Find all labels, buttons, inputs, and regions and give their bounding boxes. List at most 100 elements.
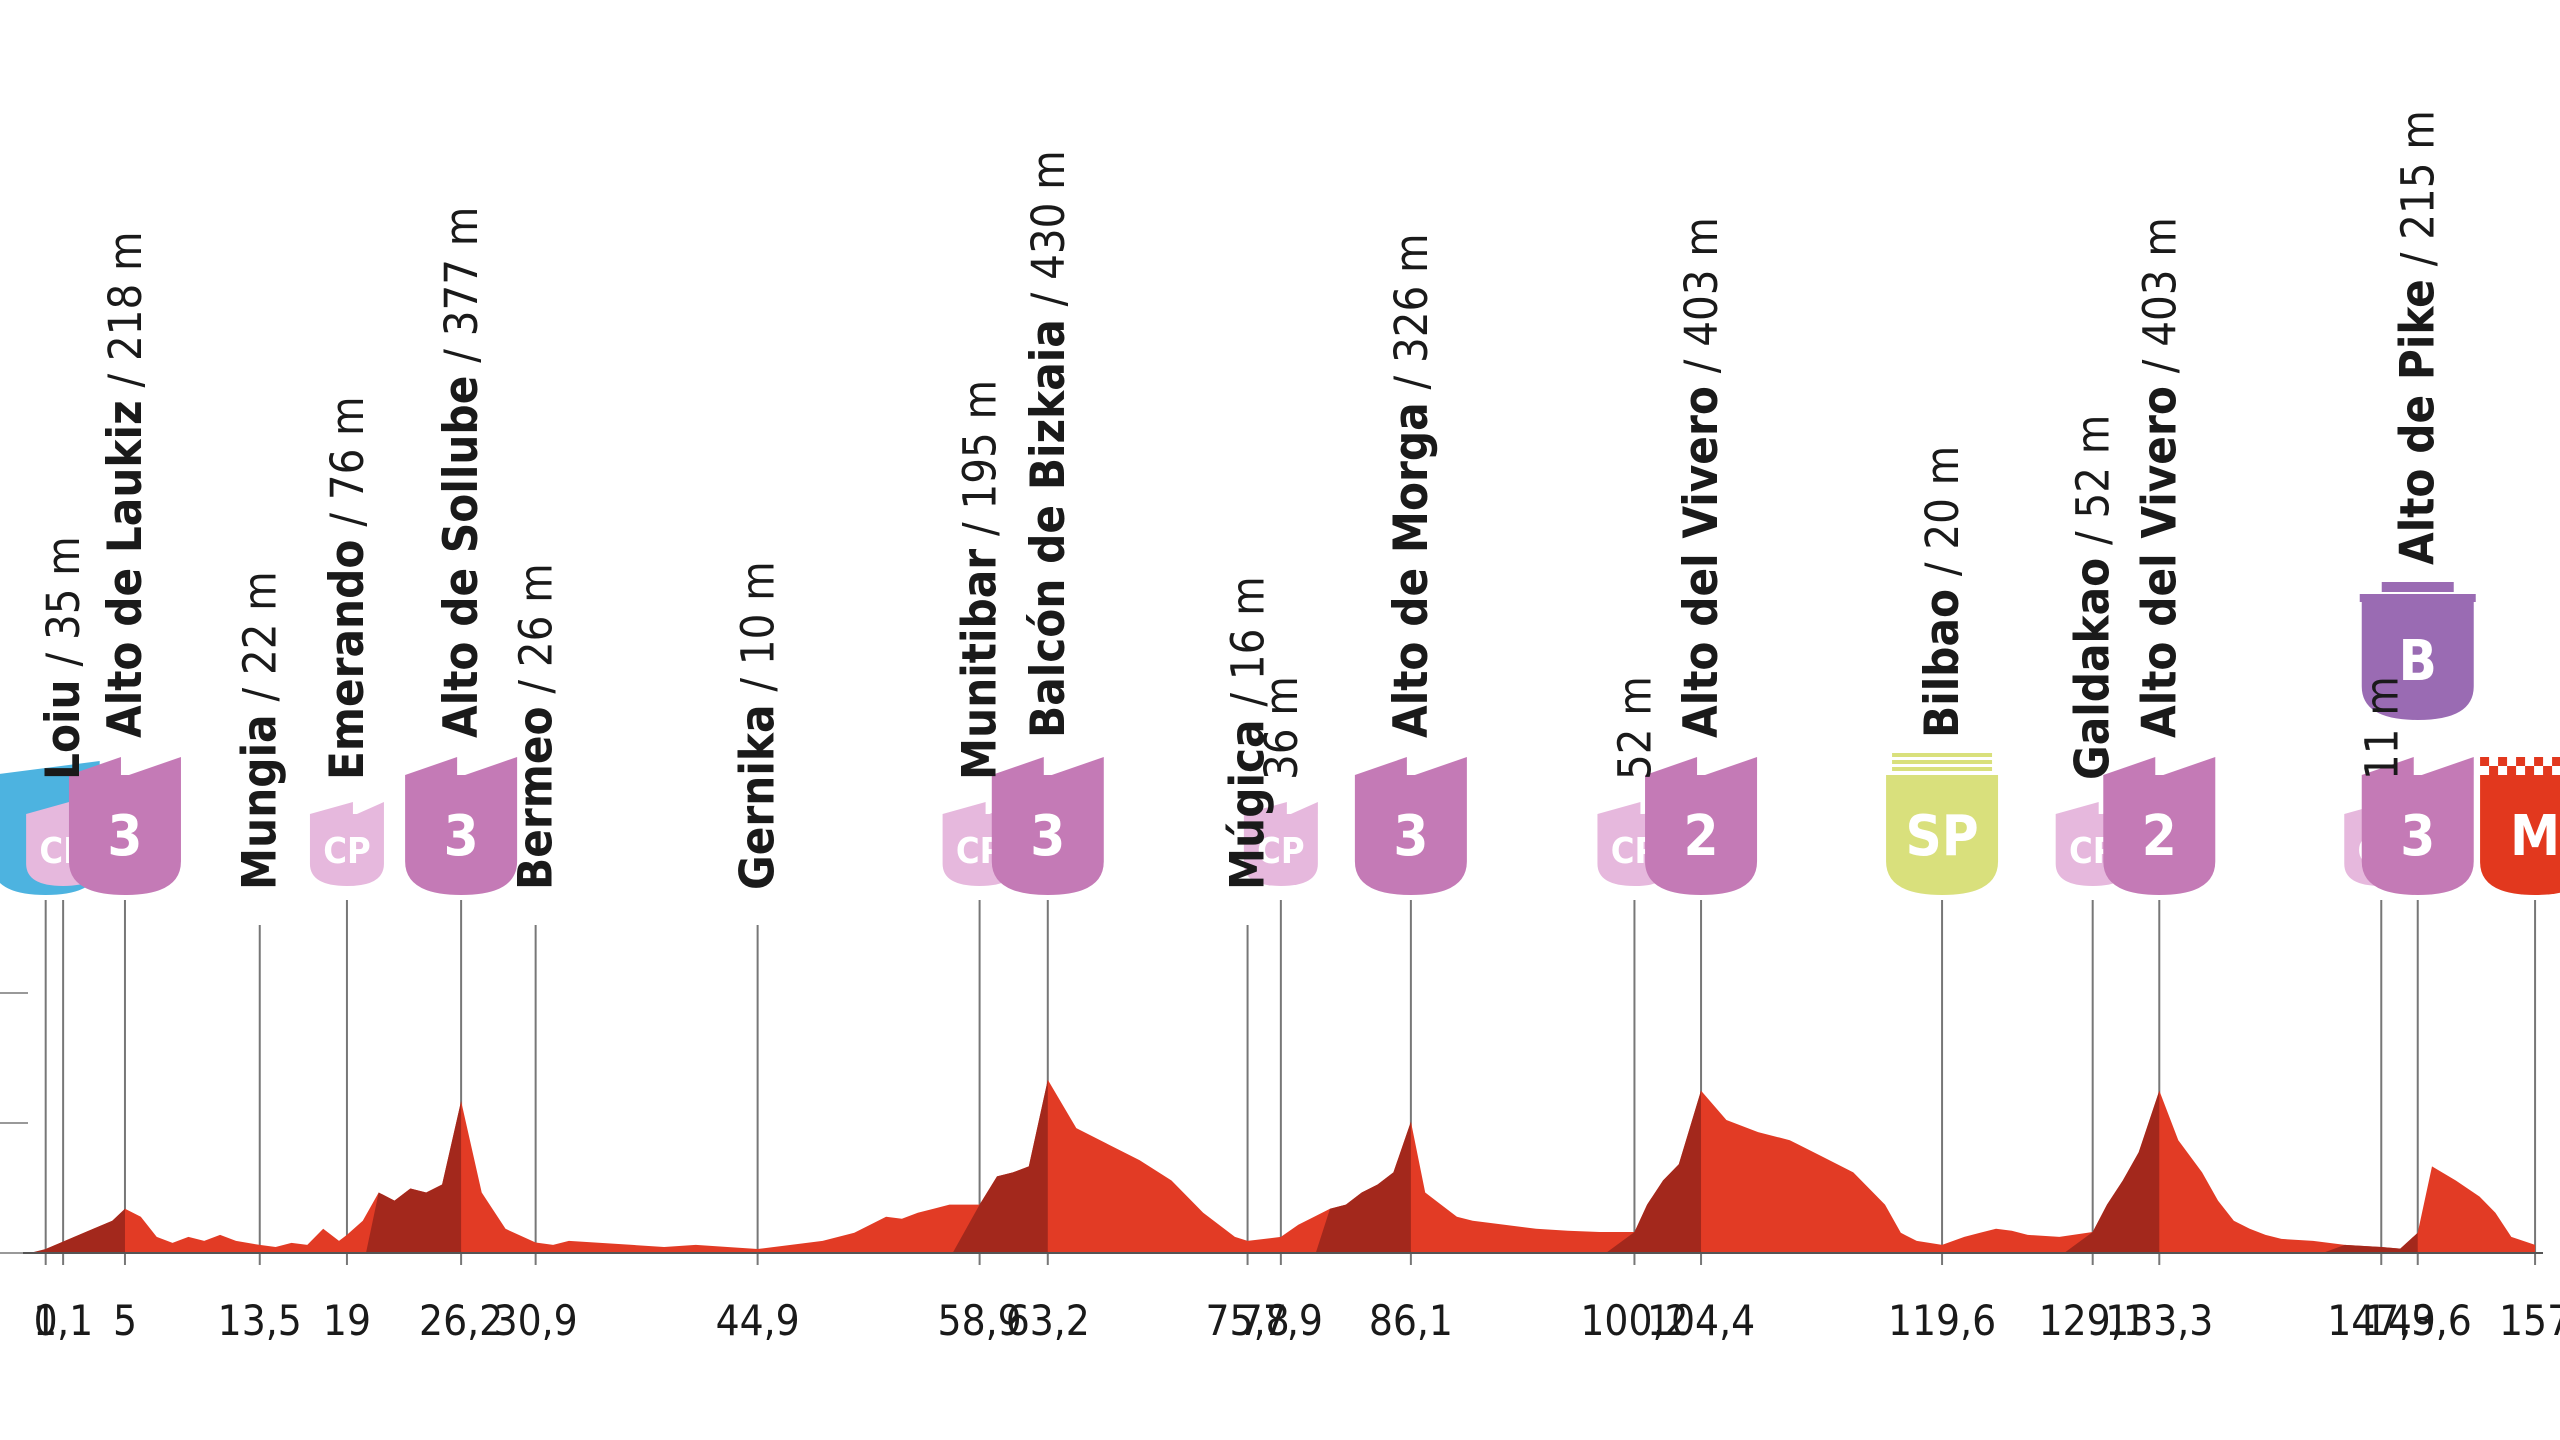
badge-notch-a-16 <box>2055 802 2099 814</box>
marker-altitude-10: / 16 m <box>1222 576 1275 719</box>
badge-12: 3 <box>1354 757 1467 895</box>
badge-notch-a-8 <box>942 802 986 814</box>
badge-shape-4 <box>309 814 384 886</box>
marker-altitude-16: / 52 m <box>2067 415 2120 558</box>
finish-check-0-4 <box>2516 757 2526 766</box>
marker-altitude-19: / 215 m <box>2392 110 2445 279</box>
badge-text-5: 3 <box>444 804 479 869</box>
finish-check-0-2 <box>2498 757 2508 766</box>
badge-notch-a-11 <box>1243 802 1287 814</box>
x-tick-label-10: 75,8 <box>1206 1296 1290 1345</box>
badge-notch-b-17 <box>2163 757 2216 775</box>
badge-shape-20 <box>2480 775 2560 895</box>
badge-11: CP <box>1243 802 1318 886</box>
badge-notch-b-2 <box>128 757 181 775</box>
badge-notch-b-9 <box>1051 757 1104 775</box>
marker-name-3: Mungia <box>233 714 288 890</box>
marker-altitude-12: / 326 m <box>1385 233 1438 402</box>
marker-label-14: Alto del Vivero / 403 m <box>1674 217 1729 738</box>
badge-text-20: M <box>2510 804 2560 869</box>
x-tick-label-18: 147,3 <box>2327 1296 2435 1345</box>
finish-check-1-3 <box>2507 766 2517 775</box>
marker-label-16: Galdakao / 52 m <box>2066 415 2121 780</box>
x-tick-label-15: 119,6 <box>1888 1296 1996 1345</box>
badge-notch-b-5 <box>465 757 518 775</box>
badge-2: 3 <box>68 757 181 895</box>
marker-label-19: Alto de Pike / 215 m <box>2391 110 2446 565</box>
badge-text-17: 2 <box>2142 804 2177 869</box>
badge-shape-9 <box>991 775 1104 895</box>
badge-text-19: 3 <box>2400 804 2435 869</box>
marker-label-5: Alto de Sollube / 377 m <box>434 207 489 738</box>
badge-text-12: 3 <box>1393 804 1428 869</box>
marker-name-5: Alto de Sollube <box>434 376 489 738</box>
finish-check-1-1 <box>2489 766 2499 775</box>
bonus-cap-19 <box>2381 582 2454 592</box>
marker-altitude-4: / 76 m <box>321 396 374 539</box>
marker-altitude-5: / 377 m <box>435 207 488 376</box>
x-axis-ticks: 01,1 5 13,5 19 26,230,9 44,9 58,963,2 75,877,9 8… <box>33 1296 2560 1345</box>
badge-notch-b-19 <box>2421 757 2474 775</box>
climb-shade-1 <box>365 1101 462 1253</box>
marker-name-16: Galdakao <box>2066 558 2121 780</box>
badge-notch-a-17 <box>2103 757 2156 775</box>
climb-shade-3 <box>1315 1121 1411 1253</box>
bonus-text-19: B <box>2399 629 2437 694</box>
marker-altitude-7: / 10 m <box>732 561 785 704</box>
marker-name-2: Alto de Laukiz <box>98 400 153 738</box>
x-tick-label-11: 77,9 <box>1239 1296 1323 1345</box>
x-tick-label-14: 104,4 <box>1647 1296 1755 1345</box>
badge-notch-a-13 <box>1597 802 1641 814</box>
marker-badges: SCP3CP3CP3CP3CP2SPCP2CP3BM <box>0 582 2560 895</box>
x-tick-label-6: 30,9 <box>494 1296 578 1345</box>
badge-notch-b-4 <box>356 802 384 814</box>
marker-altitude-2: / 218 m <box>99 231 152 400</box>
y-gridlines <box>0 862 28 1254</box>
x-tick-label-2: 5 <box>113 1296 137 1345</box>
bonus-badge-19: B <box>2359 582 2476 720</box>
finish-check-0-6 <box>2534 757 2544 766</box>
climb-shade-6 <box>2322 1232 2418 1253</box>
badge-text-14: 2 <box>1684 804 1719 869</box>
badge-notch-a-5 <box>405 757 458 775</box>
badge-notch-b-14 <box>1705 757 1758 775</box>
x-tick-label-7: 44,9 <box>716 1296 800 1345</box>
marker-name-7: Gernika <box>731 705 786 890</box>
marker-label-4: Emerando / 76 m <box>320 396 375 780</box>
marker-altitude-18: 11 m <box>2355 676 2408 780</box>
marker-name-9: Balcón de Bizkaia <box>1021 319 1076 738</box>
marker-label-7: Gernika / 10 m <box>731 561 786 890</box>
badge-shape-2 <box>68 775 181 895</box>
marker-label-18: 11 m <box>2355 676 2408 780</box>
badge-shape-15 <box>1886 775 1999 895</box>
badge-text-11: CP <box>1257 831 1305 872</box>
climb-shade-0 <box>29 1208 126 1253</box>
badge-text-2: 3 <box>107 804 142 869</box>
x-tick-label-17: 133,3 <box>2105 1296 2213 1345</box>
marker-label-1: Loiu / 35 m <box>36 536 91 780</box>
marker-name-8: Munitibar <box>953 549 1008 780</box>
climb-shade-4 <box>1605 1090 1702 1253</box>
marker-altitude-11: 36 m <box>1255 676 1308 780</box>
badge-shape-19 <box>2361 775 2474 895</box>
badge-20: M <box>2480 757 2560 895</box>
x-tick-label-1: 1,1 <box>33 1296 93 1345</box>
marker-altitude-8: / 195 m <box>954 380 1007 549</box>
marker-label-15: Bilbao / 20 m <box>1915 446 1970 738</box>
badge-shape-12 <box>1354 775 1467 895</box>
marker-name-19: Alto de Pike <box>2391 279 2446 565</box>
badge-stripe-15-2 <box>1892 753 1993 757</box>
badge-4: CP <box>309 802 384 886</box>
finish-check-1-5 <box>2525 766 2535 775</box>
marker-name-6: Bermeo <box>509 706 564 890</box>
marker-label-11: 36 m <box>1255 676 1308 780</box>
finish-check-0-8 <box>2552 757 2560 766</box>
marker-altitude-9: / 430 m <box>1022 150 1075 319</box>
badge-15: SP <box>1886 753 1999 895</box>
badge-notch-a-2 <box>68 757 121 775</box>
x-tick-label-4: 19 <box>323 1296 371 1345</box>
badge-14: 2 <box>1645 757 1758 895</box>
marker-name-15: Bilbao <box>1915 589 1970 738</box>
x-tick-label-8: 58,9 <box>938 1296 1022 1345</box>
